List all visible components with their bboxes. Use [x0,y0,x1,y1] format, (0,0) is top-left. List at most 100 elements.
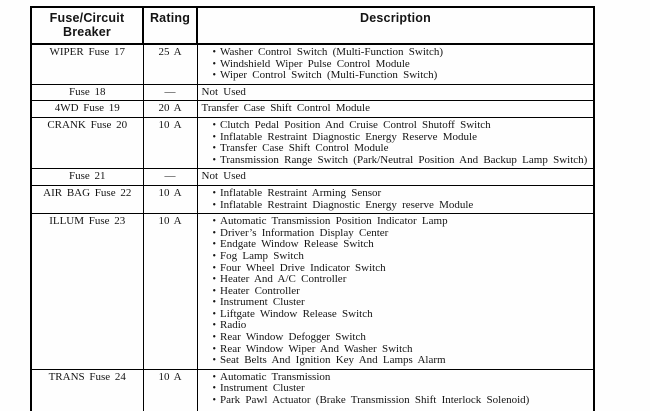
bullet-icon: • [212,131,217,143]
list-item-text: Windshield Wiper Pulse Control Module [220,57,410,70]
fuse-rating: 10 A [142,213,198,370]
list-item: • Liftgate Window Release Switch [212,307,591,321]
table-row-wiper-fuse-17: WIPER Fuse 17 25 A • Washer Control Switc… [30,43,595,85]
header-fuse-line2: Breaker [63,25,111,39]
bullet-icon: • [212,297,217,309]
list-item: • Heater Controller [212,284,591,298]
fuse-name: 4WD Fuse 19 [30,100,144,118]
description-list: • Automatic Transmission • Instrument Clus… [201,370,591,407]
list-item: • Endgate Window Release Switch [213,239,591,251]
bullet-icon: • [212,58,217,70]
list-item-text: Radio [220,319,247,332]
list-item-text: Heater Controller [220,284,300,297]
fuse-rating: — [142,83,198,102]
list-item: • Rear Window Defogger Switch [212,331,591,344]
list-item: • Automatic Transmission [212,370,591,384]
fuse-description: Transfer Case Shift Control Module [196,100,595,118]
list-item: • Heater And A/C Controller [212,273,591,286]
bullet-icon: • [212,199,217,211]
list-item-text: Automatic Transmission [220,370,331,383]
description-text: Not Used [201,170,246,183]
fuse-name: AIR BAG Fuse 22 [30,184,144,215]
list-item: • Rear Window Wiper And Washer Switch [212,342,591,356]
list-item: • Transfer Case Shift Control Module [212,142,591,155]
bullet-icon: • [212,285,217,297]
list-item-text: Park Pawl Actuator (Brake Transmission S… [220,394,530,407]
fuse-name: WIPER Fuse 17 [30,43,144,85]
list-item: • Instrument Cluster [212,296,591,309]
bullet-icon: • [212,308,217,320]
list-item: • Park Pawl Actuator (Brake Transmission … [213,394,591,407]
list-item-text: Rear Window Wiper And Washer Switch [220,342,413,355]
bullet-icon: • [212,143,217,155]
table-row-crank-fuse-20: CRANK Fuse 20 10 A • Clutch Pedal Positio… [30,116,595,170]
fuse-table: Fuse/Circuit Breaker Rating Description … [30,6,595,411]
bullet-icon: • [212,250,217,262]
description-list: • Clutch Pedal Position And Cruise Contro… [201,119,591,167]
bullet-icon: • [212,227,217,239]
list-item: • Washer Control Switch (Multi-Function S… [212,46,591,59]
list-item-text: Instrument Cluster [220,382,305,395]
description-text: Not Used [201,85,246,98]
fuse-rating: — [142,168,198,186]
fuse-rating: 10 A [142,368,198,411]
list-item-text: Driver’s Information Display Center [220,226,389,239]
bullet-icon: • [212,320,217,332]
description-list: • Automatic Transmission Position Indicat… [201,215,591,367]
list-item-text: Instrument Cluster [220,296,305,309]
bullet-icon: • [212,119,217,131]
header-description: Description [196,6,595,45]
list-item-text: Seat Belts And Ignition Key And Lamps Al… [220,354,446,367]
bullet-icon: • [212,70,217,82]
bullet-icon: • [212,343,217,355]
list-item: • Inflatable Restraint Diagnostic Energy … [212,130,591,144]
list-item-text: Wiper Control Switch (Multi-Function Swi… [220,69,438,82]
fuse-rating: 20 A [142,100,198,118]
fuse-description: • Automatic Transmission • Instrument Clus… [196,368,595,411]
table-row-illum-fuse-23: ILLUM Fuse 23 10 A • Automatic Transmissi… [30,213,595,370]
fuse-description: Not Used [196,83,595,102]
list-item-text: Inflatable Restraint Diagnostic Energy r… [220,198,474,211]
bullet-icon: • [212,187,217,199]
fuse-description: • Automatic Transmission Position Indicat… [196,213,595,370]
header-fuse-line1: Fuse/Circuit [49,11,125,25]
list-item: • Wiper Control Switch (Multi-Function Sw… [212,69,591,82]
list-item-text: Inflatable Restraint Diagnostic Energy R… [220,130,477,143]
bullet-icon: • [212,355,217,367]
description-list: • Inflatable Restraint Arming Sensor • Inf… [201,186,591,211]
bullet-icon: • [212,47,217,58]
table-row-trans-fuse-24: TRANS Fuse 24 10 A • Automatic Transmissi… [30,368,595,411]
bullet-icon: • [212,262,217,274]
bullet-icon: • [212,274,217,286]
bullet-icon: • [212,239,217,251]
list-item: • Clutch Pedal Position And Cruise Contro… [212,119,591,132]
fuse-description: • Washer Control Switch (Multi-Function S… [196,43,595,85]
list-item-text: Heater And A/C Controller [220,273,347,286]
list-item-text: Four Wheel Drive Indicator Switch [220,261,386,274]
table-row-fuse-18: Fuse 18 — Not Used [30,83,595,102]
list-item: • Radio [213,320,591,332]
bullet-icon: • [212,332,217,344]
fuse-description: Not Used [196,168,595,186]
fuse-description: • Inflatable Restraint Arming Sensor • Inf… [196,184,595,215]
bullet-icon: • [212,383,217,395]
fuse-name: CRANK Fuse 20 [30,116,144,170]
list-item-text: Fog Lamp Switch [220,249,304,262]
list-item-text: Inflatable Restraint Arming Sensor [220,186,382,199]
table-row-4wd-fuse-19: 4WD Fuse 19 20 A Transfer Case Shift Con… [30,100,595,118]
header-rating: Rating [142,6,198,45]
list-item-text: Rear Window Defogger Switch [220,331,366,344]
list-item-text: Endgate Window Release Switch [220,238,374,251]
table-row-fuse-21: Fuse 21 — Not Used [30,168,595,186]
list-item-text: Transfer Case Shift Control Module [220,142,389,155]
list-item-text: Liftgate Window Release Switch [220,307,373,320]
list-item: • Inflatable Restraint Arming Sensor [212,186,591,200]
header-row: Fuse/Circuit Breaker Rating Description [30,6,595,45]
list-item-text: Washer Control Switch (Multi-Function Sw… [220,46,444,58]
bullet-icon: • [212,371,217,383]
list-item: • Four Wheel Drive Indicator Switch [212,261,591,275]
list-item: • Driver’s Information Display Center [212,226,591,240]
list-item: • Transmission Range Switch (Park/Neutral… [213,154,591,167]
fuse-name: Fuse 21 [30,168,144,186]
